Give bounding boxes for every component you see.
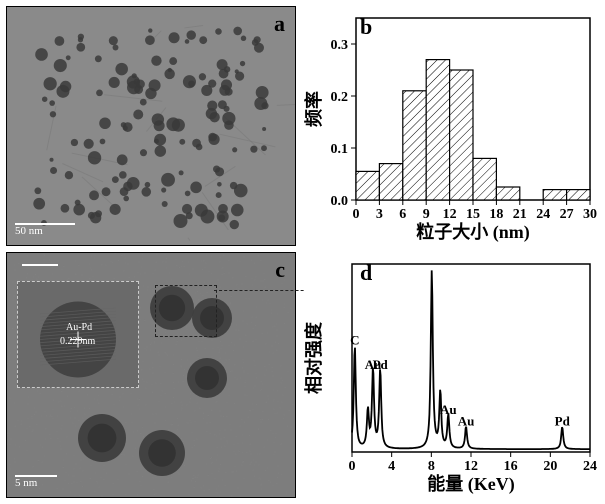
scale-bar-c-main: 5 nm	[15, 475, 57, 489]
svg-text:4: 4	[388, 459, 395, 474]
hrtem-inset: 2 nm Au-Pd 0.229nm	[17, 281, 139, 388]
svg-text:0: 0	[353, 207, 360, 222]
svg-text:9: 9	[423, 207, 430, 222]
svg-text:Au: Au	[458, 413, 475, 428]
svg-text:24: 24	[583, 459, 597, 474]
svg-text:频率: 频率	[304, 91, 324, 127]
svg-text:0.0: 0.0	[331, 194, 349, 209]
svg-text:0.3: 0.3	[331, 38, 349, 53]
panel-a: a 50 nm	[6, 6, 296, 246]
inset-particle	[18, 282, 138, 387]
tem-image	[7, 7, 296, 246]
svg-text:3: 3	[376, 207, 383, 222]
svg-text:30: 30	[583, 207, 597, 222]
svg-text:能量 (KeV): 能量 (KeV)	[427, 473, 514, 495]
svg-text:12: 12	[464, 459, 478, 474]
svg-text:Pd: Pd	[555, 413, 571, 428]
svg-text:20: 20	[543, 459, 557, 474]
panel-c: c 5 nm 2 nm Au-Pd 0.229nm	[6, 252, 296, 498]
panel-b-label: b	[360, 14, 372, 40]
eds-chart: 04812162024CAuPdAuAuPd能量 (KeV)相对强度	[304, 252, 600, 498]
svg-text:C: C	[350, 333, 359, 348]
histogram-chart: 0 3 6 9 12 15 18 21 24 27 30 0.0 0.1 0.2 0.3 粒子大小 (nm) 频…	[304, 6, 600, 246]
highlight-box	[155, 285, 217, 337]
panel-d: d 04812162024CAuPdAuAuPd能量 (KeV)相对强度	[304, 252, 600, 498]
svg-text:27: 27	[560, 207, 574, 222]
svg-text:0.1: 0.1	[331, 142, 349, 157]
svg-text:Pd: Pd	[373, 357, 389, 372]
svg-text:21: 21	[513, 207, 527, 222]
lattice-label: Au-Pd	[66, 322, 92, 333]
svg-text:24: 24	[536, 207, 550, 222]
svg-text:18: 18	[489, 207, 503, 222]
svg-text:0: 0	[349, 459, 356, 474]
lattice-spacing: 0.229nm	[60, 336, 95, 347]
svg-text:12: 12	[443, 207, 457, 222]
svg-text:16: 16	[504, 459, 518, 474]
scale-bar-a: 50 nm	[15, 223, 75, 237]
figure-grid: a 50 nm b 0 3 6 9 12 15 18 21 24 27 30 0.0 0.1 0.2 0.3…	[0, 0, 605, 504]
panel-b: b 0 3 6 9 12 15 18 21 24 27 30 0.0 0.1 0.2 0.3 粒子大小 (nm…	[304, 6, 600, 246]
scale-bar-inset-line	[22, 264, 58, 266]
panel-d-label: d	[360, 260, 372, 286]
svg-text:0.2: 0.2	[331, 90, 349, 105]
svg-text:Au: Au	[440, 402, 457, 417]
scale-bar-a-text: 50 nm	[15, 225, 75, 237]
svg-text:8: 8	[428, 459, 435, 474]
panel-c-label: c	[275, 257, 285, 283]
svg-text:相对强度: 相对强度	[304, 321, 324, 394]
svg-text:6: 6	[399, 207, 406, 222]
scale-bar-c-text: 5 nm	[15, 477, 57, 489]
panel-a-label: a	[274, 11, 285, 37]
svg-text:15: 15	[466, 207, 480, 222]
svg-text:粒子大小 (nm): 粒子大小 (nm)	[416, 221, 530, 243]
